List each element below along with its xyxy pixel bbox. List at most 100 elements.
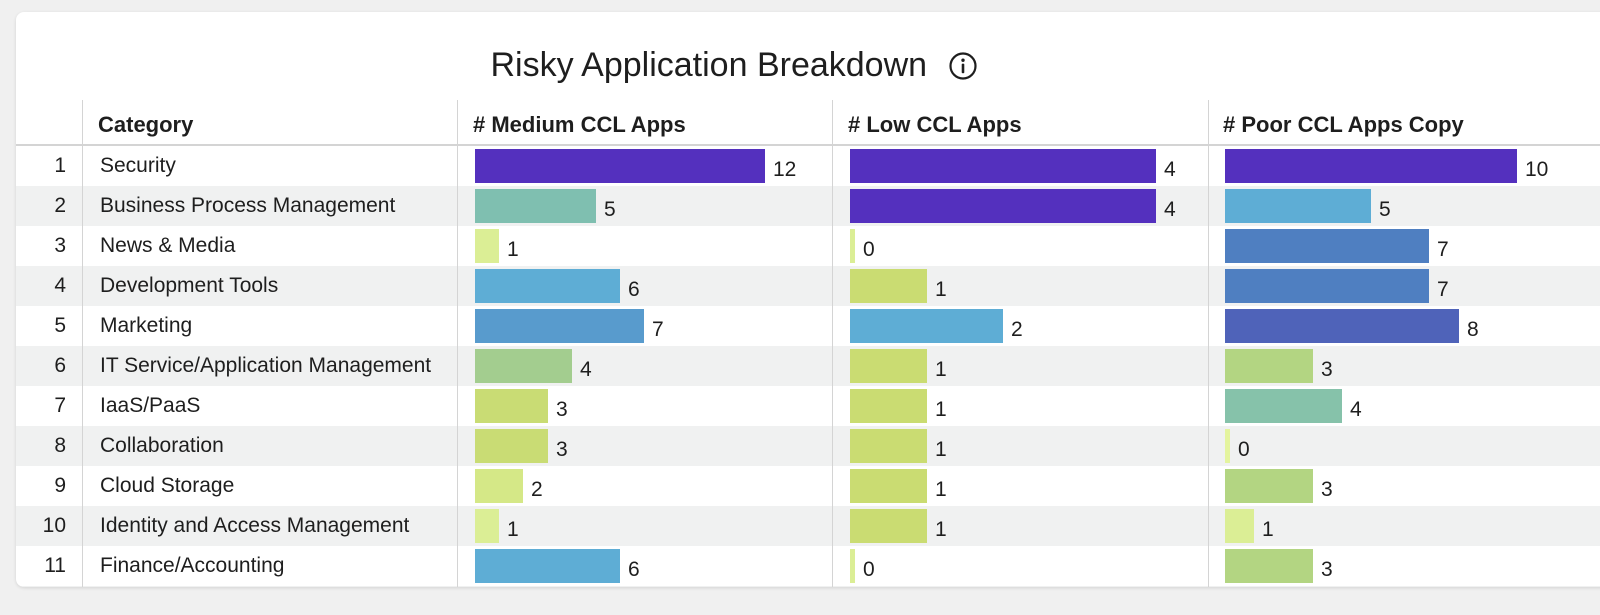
bar-medium-ccl[interactable] — [475, 509, 499, 543]
bar-value-label: 3 — [1321, 358, 1333, 381]
column-divider — [1208, 146, 1209, 186]
row-divider — [82, 346, 83, 386]
column-divider — [457, 186, 458, 226]
bar-low-ccl[interactable] — [850, 469, 927, 503]
bar-poor-ccl-copy[interactable] — [1225, 309, 1459, 343]
table-row[interactable]: 11 Finance/Accounting 6 0 3 — [16, 546, 1600, 586]
bar-poor-ccl-copy[interactable] — [1225, 429, 1230, 463]
row-divider — [82, 586, 83, 587]
table-row[interactable]: 314 — [16, 586, 1600, 587]
bar-value-label: 4 — [1164, 158, 1176, 181]
row-number: 8 — [54, 434, 66, 457]
bar-low-ccl[interactable] — [850, 189, 1156, 223]
bar-value-label: 1 — [935, 278, 947, 301]
bar-poor-ccl-copy[interactable] — [1225, 229, 1429, 263]
column-divider — [832, 346, 833, 386]
table-row[interactable]: 3 News & Media 1 0 7 — [16, 226, 1600, 266]
bar-value-label: 5 — [604, 198, 616, 221]
table-row[interactable]: 9 Cloud Storage 2 1 3 — [16, 466, 1600, 506]
table-row[interactable]: 2 Business Process Management 5 4 5 — [16, 186, 1600, 226]
bar-low-ccl[interactable] — [850, 389, 927, 423]
header-divider — [1208, 100, 1209, 144]
bar-poor-ccl-copy[interactable] — [1225, 509, 1254, 543]
row-number: 11 — [44, 554, 66, 577]
column-divider — [457, 586, 458, 587]
bar-poor-ccl-copy[interactable] — [1225, 189, 1371, 223]
bar-poor-ccl-copy[interactable] — [1225, 469, 1313, 503]
table-row[interactable]: 10 Identity and Access Management 1 1 1 — [16, 506, 1600, 546]
row-number: 2 — [54, 194, 66, 217]
bar-low-ccl[interactable] — [850, 429, 927, 463]
bar-poor-ccl-copy[interactable] — [1225, 149, 1517, 183]
column-divider — [832, 466, 833, 506]
bar-value-label: 2 — [1011, 318, 1023, 341]
category-label: IT Service/Application Management — [100, 354, 432, 377]
bar-value-label: 1 — [935, 478, 947, 501]
header-medium-ccl[interactable]: # Medium CCL Apps — [473, 112, 686, 137]
row-divider — [82, 266, 83, 306]
bar-medium-ccl[interactable] — [475, 269, 620, 303]
table-header: Category # Medium CCL Apps # Low CCL App… — [16, 100, 1600, 146]
bar-low-ccl[interactable] — [850, 349, 927, 383]
table-row[interactable]: 8 Collaboration 3 1 0 — [16, 426, 1600, 466]
bar-value-label: 0 — [1238, 438, 1250, 461]
chart-card: Risky Application Breakdown Category # M… — [16, 12, 1600, 587]
bar-medium-ccl[interactable] — [475, 189, 596, 223]
bar-low-ccl[interactable] — [850, 269, 927, 303]
row-number: 3 — [54, 234, 66, 257]
bar-medium-ccl[interactable] — [475, 549, 620, 583]
bar-value-label: 1 — [935, 398, 947, 421]
category-label: Business Process Management — [100, 194, 396, 217]
column-divider — [457, 306, 458, 346]
column-divider — [1208, 546, 1209, 586]
header-category[interactable]: Category — [98, 112, 194, 137]
header-poor-ccl-copy[interactable]: # Poor CCL Apps Copy — [1223, 112, 1464, 137]
category-label: Finance/Accounting — [100, 554, 285, 577]
column-divider — [457, 226, 458, 266]
info-icon[interactable] — [948, 51, 978, 81]
column-divider — [832, 506, 833, 546]
bar-low-ccl[interactable] — [850, 509, 927, 543]
bar-medium-ccl[interactable] — [475, 149, 765, 183]
bar-poor-ccl-copy[interactable] — [1225, 349, 1313, 383]
bar-poor-ccl-copy[interactable] — [1225, 389, 1342, 423]
bar-value-label: 0 — [863, 238, 875, 261]
header-low-ccl[interactable]: # Low CCL Apps — [848, 112, 1022, 137]
bar-poor-ccl-copy[interactable] — [1225, 269, 1429, 303]
header-divider — [832, 100, 833, 144]
table-row[interactable]: 7 IaaS/PaaS 3 1 4 — [16, 386, 1600, 426]
bar-value-label: 1 — [507, 238, 519, 261]
header-divider — [82, 100, 83, 144]
bar-medium-ccl[interactable] — [475, 349, 572, 383]
column-divider — [1208, 186, 1209, 226]
bar-medium-ccl[interactable] — [475, 309, 644, 343]
table-row[interactable]: 6 IT Service/Application Management 4 1 3 — [16, 346, 1600, 386]
bar-value-label: 1 — [935, 518, 947, 541]
column-divider — [832, 306, 833, 346]
table-row[interactable]: 4 Development Tools 6 1 7 — [16, 266, 1600, 306]
row-number: 1 — [54, 154, 66, 177]
bar-low-ccl[interactable] — [850, 149, 1156, 183]
bar-low-ccl[interactable] — [850, 549, 855, 583]
bar-medium-ccl[interactable] — [475, 469, 523, 503]
column-divider — [457, 426, 458, 466]
bar-poor-ccl-copy[interactable] — [1225, 549, 1313, 583]
row-number: 4 — [54, 274, 66, 297]
bar-value-label: 7 — [1437, 278, 1449, 301]
row-divider — [82, 306, 83, 346]
chart-title: Risky Application Breakdown — [490, 46, 928, 84]
bar-medium-ccl[interactable] — [475, 389, 548, 423]
row-number: 7 — [54, 394, 66, 417]
bar-low-ccl[interactable] — [850, 229, 855, 263]
table-row[interactable]: 5 Marketing 7 2 8 — [16, 306, 1600, 346]
bar-low-ccl[interactable] — [850, 309, 1003, 343]
bar-value-label: 12 — [773, 158, 797, 181]
category-label: News & Media — [100, 234, 236, 257]
bar-value-label: 4 — [1164, 198, 1176, 221]
bar-medium-ccl[interactable] — [475, 429, 548, 463]
table-row[interactable]: 1 Security 12 4 10 — [16, 146, 1600, 186]
bar-medium-ccl[interactable] — [475, 229, 499, 263]
bar-value-label: 3 — [556, 398, 568, 421]
column-divider — [1208, 226, 1209, 266]
column-divider — [1208, 306, 1209, 346]
